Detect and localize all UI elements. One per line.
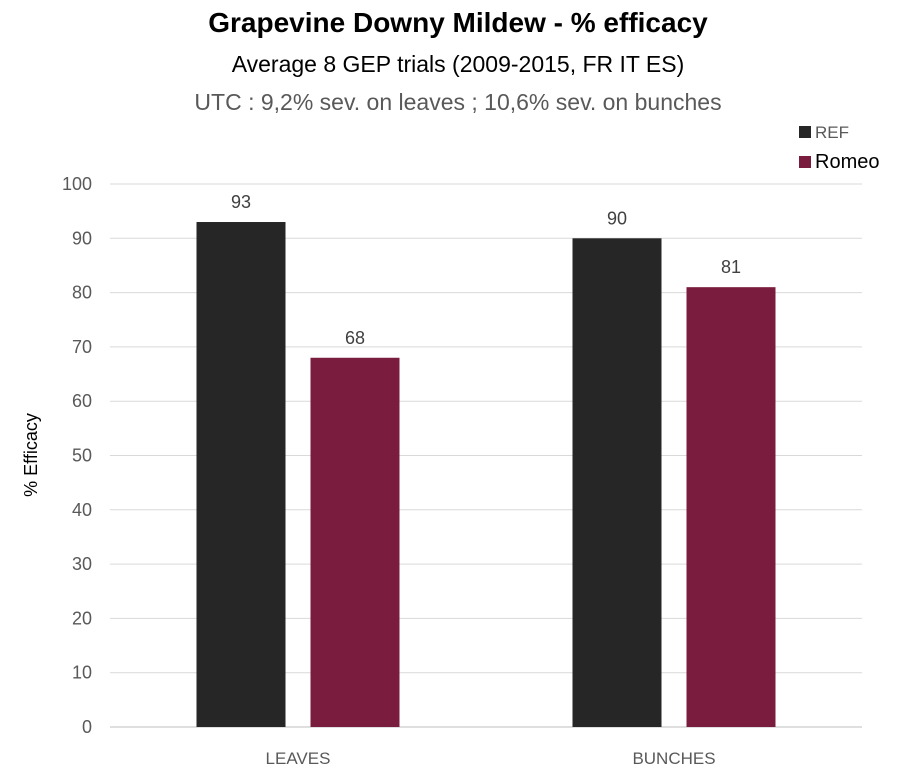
x-axis-categories: LEAVES BUNCHES [266,749,716,768]
y-tick-label: 20 [72,608,92,628]
chart-title: Grapevine Downy Mildew - % efficacy [208,7,708,38]
bar-romeo-bunches [686,287,776,727]
y-tick-label: 80 [72,283,92,303]
data-label-romeo-leaves: 68 [345,328,365,348]
y-tick-label: 100 [62,174,92,194]
data-labels: 93 68 90 81 [231,192,741,348]
bars [196,222,776,728]
x-category-label: BUNCHES [632,749,715,768]
y-tick-label: 70 [72,337,92,357]
y-tick-label: 90 [72,228,92,248]
chart-subtitle-utc: UTC : 9,2% sev. on leaves ; 10,6% sev. o… [194,89,721,115]
y-tick-label: 60 [72,391,92,411]
y-tick-label: 10 [72,663,92,683]
data-label-ref-leaves: 93 [231,192,251,212]
y-tick-label: 30 [72,554,92,574]
bar-ref-bunches [572,238,662,728]
y-axis-label: % Efficacy [21,413,41,497]
y-tick-label: 0 [82,717,92,737]
y-axis-ticks: 0 10 20 30 40 50 60 70 80 90 100 [62,174,92,737]
y-tick-label: 40 [72,500,92,520]
legend-label-romeo: Romeo [815,151,879,173]
legend: REF Romeo [799,123,879,173]
bar-ref-leaves [196,222,286,727]
y-tick-label: 50 [72,446,92,466]
bar-romeo-leaves [310,357,400,727]
legend-swatch-romeo [799,156,811,168]
data-label-ref-bunches: 90 [607,208,627,228]
legend-label-ref: REF [815,123,849,142]
legend-swatch-ref [799,126,811,138]
x-category-label: LEAVES [266,749,331,768]
chart-subtitle: Average 8 GEP trials (2009-2015, FR IT E… [232,51,685,77]
data-label-romeo-bunches: 81 [721,257,741,277]
